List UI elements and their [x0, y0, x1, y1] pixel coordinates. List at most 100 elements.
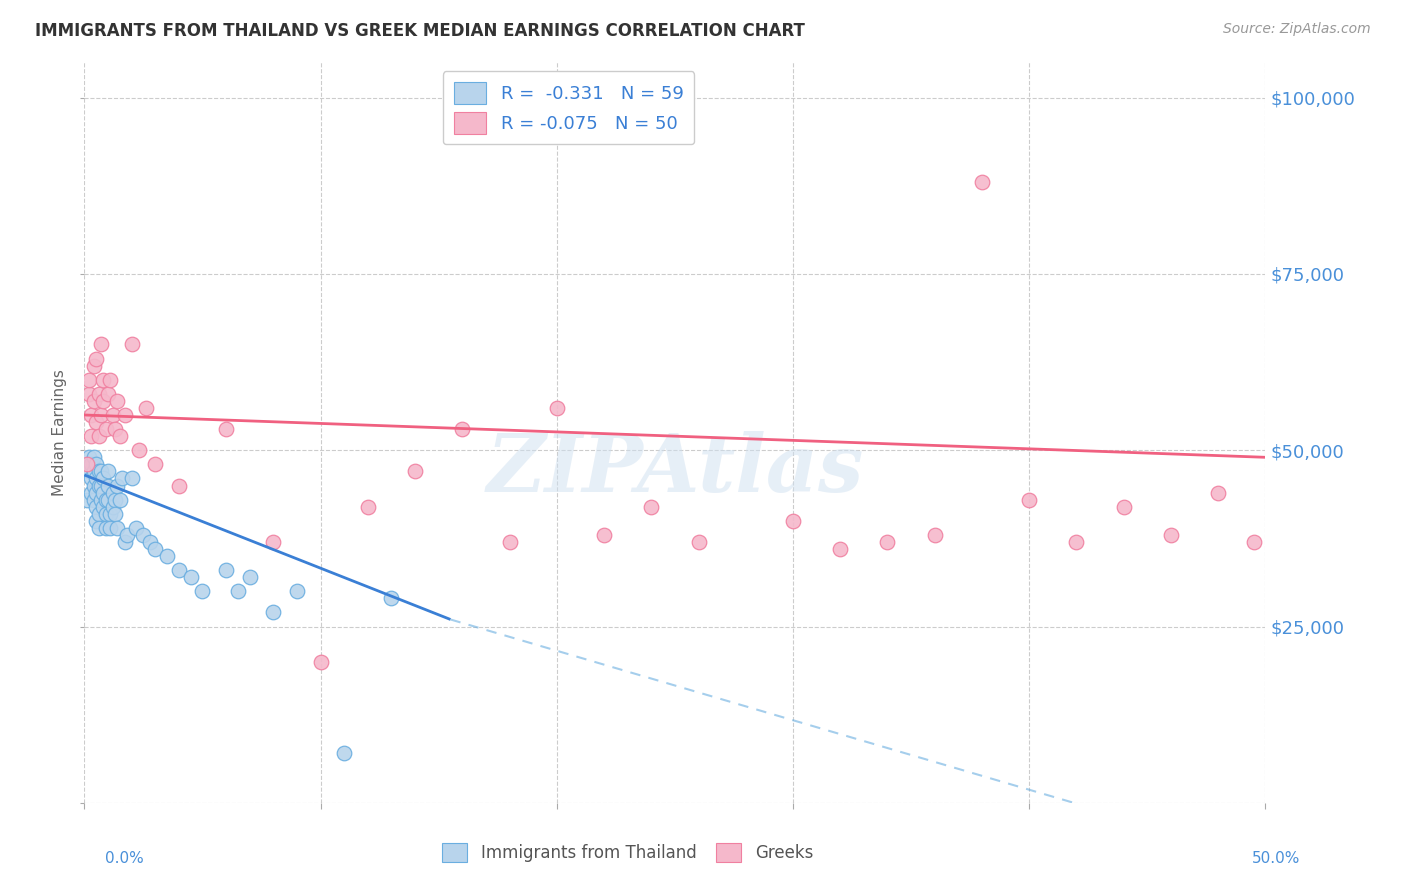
- Point: [87, 507, 110, 521]
- Point: [404, 464, 426, 478]
- Point: [77, 373, 100, 387]
- Point: [593, 528, 616, 542]
- Point: [98, 373, 121, 387]
- Point: [94, 507, 117, 521]
- Point: [380, 591, 402, 606]
- Point: [688, 535, 710, 549]
- Point: [80, 429, 103, 443]
- Point: [83, 393, 105, 408]
- Point: [108, 492, 131, 507]
- Point: [357, 500, 380, 514]
- Point: [77, 387, 100, 401]
- Point: [91, 373, 114, 387]
- Y-axis label: Median Earnings: Median Earnings: [52, 369, 67, 496]
- Legend: Immigrants from Thailand, Greeks: Immigrants from Thailand, Greeks: [436, 836, 820, 869]
- Point: [121, 471, 143, 485]
- Point: [91, 500, 114, 514]
- Point: [156, 549, 179, 563]
- Point: [107, 478, 129, 492]
- Point: [84, 471, 107, 485]
- Point: [87, 387, 110, 401]
- Point: [180, 570, 202, 584]
- Point: [97, 492, 120, 507]
- Point: [215, 422, 238, 436]
- Point: [83, 464, 105, 478]
- Point: [135, 401, 157, 415]
- Point: [309, 655, 332, 669]
- Text: IMMIGRANTS FROM THAILAND VS GREEK MEDIAN EARNINGS CORRELATION CHART: IMMIGRANTS FROM THAILAND VS GREEK MEDIAN…: [35, 22, 806, 40]
- Point: [1243, 535, 1265, 549]
- Text: ZIPAtlas: ZIPAtlas: [486, 431, 863, 508]
- Point: [94, 492, 117, 507]
- Point: [1018, 492, 1040, 507]
- Point: [87, 478, 110, 492]
- Point: [139, 535, 162, 549]
- Point: [83, 492, 105, 507]
- Point: [94, 521, 117, 535]
- Point: [285, 584, 308, 599]
- Point: [104, 507, 127, 521]
- Point: [114, 535, 136, 549]
- Point: [90, 337, 112, 351]
- Point: [640, 500, 662, 514]
- Point: [98, 521, 121, 535]
- Text: Source: ZipAtlas.com: Source: ZipAtlas.com: [1223, 22, 1371, 37]
- Point: [782, 514, 804, 528]
- Point: [76, 458, 98, 472]
- Point: [262, 535, 284, 549]
- Point: [84, 351, 107, 366]
- Point: [80, 458, 103, 472]
- Point: [876, 535, 898, 549]
- Point: [84, 485, 107, 500]
- Point: [121, 337, 143, 351]
- Point: [87, 464, 110, 478]
- Point: [128, 443, 150, 458]
- Point: [970, 175, 993, 189]
- Point: [1206, 485, 1229, 500]
- Point: [215, 563, 238, 577]
- Point: [84, 500, 107, 514]
- Point: [125, 521, 148, 535]
- Point: [108, 429, 131, 443]
- Text: 0.0%: 0.0%: [105, 851, 145, 865]
- Point: [924, 528, 946, 542]
- Point: [104, 492, 127, 507]
- Point: [1066, 535, 1088, 549]
- Text: 50.0%: 50.0%: [1253, 851, 1301, 865]
- Point: [80, 408, 103, 422]
- Point: [132, 528, 155, 542]
- Point: [97, 478, 120, 492]
- Point: [90, 478, 112, 492]
- Point: [143, 458, 166, 472]
- Point: [101, 408, 124, 422]
- Point: [101, 500, 124, 514]
- Point: [83, 478, 105, 492]
- Point: [80, 485, 103, 500]
- Point: [115, 528, 138, 542]
- Point: [83, 450, 105, 465]
- Point: [546, 401, 568, 415]
- Point: [107, 393, 129, 408]
- Point: [80, 471, 103, 485]
- Point: [104, 422, 127, 436]
- Point: [1112, 500, 1135, 514]
- Point: [111, 471, 134, 485]
- Point: [77, 464, 100, 478]
- Point: [97, 464, 120, 478]
- Point: [84, 514, 107, 528]
- Point: [167, 478, 190, 492]
- Point: [84, 458, 107, 472]
- Point: [226, 584, 249, 599]
- Point: [1160, 528, 1182, 542]
- Point: [262, 606, 284, 620]
- Point: [90, 492, 112, 507]
- Point: [87, 521, 110, 535]
- Point: [77, 450, 100, 465]
- Point: [76, 492, 98, 507]
- Point: [451, 422, 474, 436]
- Point: [91, 471, 114, 485]
- Point: [498, 535, 520, 549]
- Point: [84, 415, 107, 429]
- Point: [191, 584, 214, 599]
- Point: [91, 485, 114, 500]
